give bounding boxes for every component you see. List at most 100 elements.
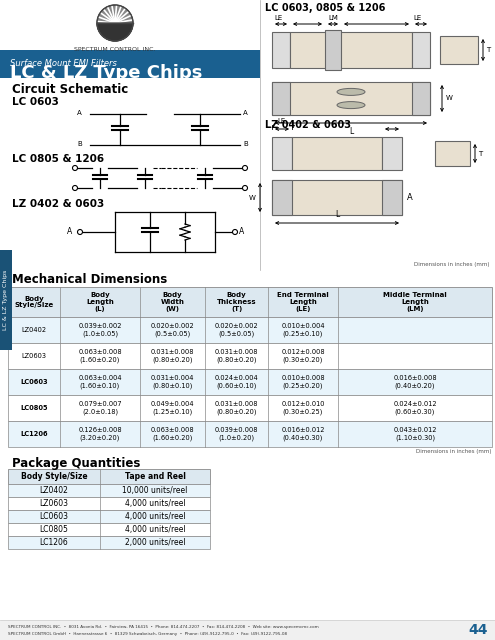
Text: 0.012±0.008
(0.30±0.20): 0.012±0.008 (0.30±0.20): [281, 349, 325, 363]
Text: 0.039±0.008
(1.0±0.20): 0.039±0.008 (1.0±0.20): [215, 428, 258, 441]
Bar: [260, 0, 495, 270]
Text: Dimensions in inches (mm): Dimensions in inches (mm): [414, 262, 490, 267]
Bar: [292, 137, 382, 170]
Text: LC0805: LC0805: [20, 405, 48, 411]
Text: LZ 0402 & 0603: LZ 0402 & 0603: [265, 120, 351, 130]
Text: Body
Thickness
(T): Body Thickness (T): [217, 292, 256, 312]
Bar: [8, 287, 492, 317]
Bar: [8, 395, 492, 421]
Text: B: B: [77, 141, 82, 147]
Text: A: A: [243, 110, 248, 116]
Bar: [272, 137, 292, 170]
Text: 4,000 units/reel: 4,000 units/reel: [125, 512, 185, 521]
Bar: [8, 421, 492, 447]
Text: Circuit Schematic: Circuit Schematic: [12, 83, 128, 96]
Text: Dimensions in inches (mm): Dimensions in inches (mm): [416, 449, 492, 454]
Circle shape: [243, 166, 248, 170]
Text: 0.049±0.004
(1.25±0.10): 0.049±0.004 (1.25±0.10): [150, 401, 195, 415]
Text: Package Quantities: Package Quantities: [12, 457, 141, 470]
Text: Tape and Reel: Tape and Reel: [125, 472, 186, 481]
Text: LE: LE: [413, 15, 421, 21]
Text: LC0603: LC0603: [20, 379, 48, 385]
Text: 4,000 units/reel: 4,000 units/reel: [125, 525, 185, 534]
Text: LM: LM: [328, 15, 338, 21]
Text: 0.016±0.012
(0.40±0.30): 0.016±0.012 (0.40±0.30): [281, 428, 325, 441]
Ellipse shape: [337, 102, 365, 109]
Text: 2,000 units/reel: 2,000 units/reel: [125, 538, 185, 547]
Text: Body
Style/Size: Body Style/Size: [14, 296, 53, 308]
Text: 0.043±0.012
(1.10±0.30): 0.043±0.012 (1.10±0.30): [393, 428, 437, 441]
Text: Body
Length
(L): Body Length (L): [86, 292, 114, 312]
Text: LZ0603: LZ0603: [21, 353, 47, 359]
Wedge shape: [97, 23, 133, 41]
Text: 0.020±0.002
(0.5±0.05): 0.020±0.002 (0.5±0.05): [215, 323, 258, 337]
Text: W: W: [249, 195, 256, 200]
Text: LC0805: LC0805: [40, 525, 68, 534]
Text: 0.020±0.002
(0.5±0.05): 0.020±0.002 (0.5±0.05): [150, 323, 195, 337]
Text: LC1206: LC1206: [20, 431, 48, 437]
Bar: [412, 82, 430, 115]
Text: B: B: [243, 141, 248, 147]
Text: LC & LZ Type Chips: LC & LZ Type Chips: [10, 64, 202, 82]
Text: W: W: [446, 95, 453, 102]
Bar: [8, 523, 210, 536]
Bar: [8, 510, 210, 523]
Text: Middle Terminal
Length
(LM): Middle Terminal Length (LM): [383, 292, 447, 312]
Text: SPECTRUM CONTROL INC.  •  8031 Avonia Rd.  •  Fairview, PA 16415  •  Phone: 814-: SPECTRUM CONTROL INC. • 8031 Avonia Rd. …: [8, 625, 319, 629]
Bar: [435, 141, 470, 166]
Text: 0.063±0.008
(1.60±0.20): 0.063±0.008 (1.60±0.20): [150, 428, 195, 441]
Text: L: L: [335, 210, 339, 219]
Bar: [0, 0, 260, 50]
Text: 10,000 units/reel: 10,000 units/reel: [122, 486, 188, 495]
Text: A: A: [407, 193, 413, 202]
Text: LC1206: LC1206: [40, 538, 68, 547]
Text: SPECTRUM CONTROL INC.: SPECTRUM CONTROL INC.: [74, 47, 156, 52]
Circle shape: [72, 186, 78, 191]
Text: 0.024±0.004
(0.60±0.10): 0.024±0.004 (0.60±0.10): [215, 375, 258, 388]
Text: 0.063±0.004
(1.60±0.10): 0.063±0.004 (1.60±0.10): [78, 375, 122, 388]
Bar: [8, 536, 210, 549]
Text: 4,000 units/reel: 4,000 units/reel: [125, 499, 185, 508]
Bar: [8, 469, 210, 484]
Bar: [412, 32, 430, 68]
Bar: [272, 82, 430, 115]
Text: T: T: [478, 151, 482, 157]
Text: 0.031±0.004
(0.80±0.10): 0.031±0.004 (0.80±0.10): [151, 375, 194, 388]
Text: A: A: [239, 227, 244, 237]
Text: A: A: [67, 227, 72, 237]
Ellipse shape: [337, 88, 365, 95]
Text: SPECTRUM CONTROL GmbH  •  Hannesstrasse 6  •  81329 Schwabeisch, Germany  •  Pho: SPECTRUM CONTROL GmbH • Hannesstrasse 6 …: [8, 632, 287, 636]
Text: LZ 0402 & 0603: LZ 0402 & 0603: [12, 199, 104, 209]
Circle shape: [97, 5, 133, 41]
Text: 44: 44: [468, 623, 488, 637]
Bar: [272, 32, 290, 68]
Text: LE: LE: [278, 118, 286, 124]
Text: LZ0402: LZ0402: [21, 327, 47, 333]
Bar: [0, 250, 12, 350]
Text: L: L: [349, 127, 353, 136]
Bar: [325, 30, 341, 70]
Bar: [8, 317, 492, 343]
Text: LC 0805 & 1206: LC 0805 & 1206: [12, 154, 104, 164]
Text: LC & LZ Type Chips: LC & LZ Type Chips: [3, 270, 8, 330]
Bar: [0, 620, 495, 640]
Text: 0.039±0.002
(1.0±0.05): 0.039±0.002 (1.0±0.05): [78, 323, 122, 337]
Text: 0.126±0.008
(3.20±0.20): 0.126±0.008 (3.20±0.20): [78, 428, 122, 441]
Circle shape: [243, 186, 248, 191]
Text: LC 0603: LC 0603: [12, 97, 59, 107]
Text: 0.012±0.010
(0.30±0.25): 0.012±0.010 (0.30±0.25): [281, 401, 325, 415]
Bar: [272, 180, 402, 215]
Circle shape: [72, 166, 78, 170]
Bar: [382, 180, 402, 215]
Text: 0.063±0.008
(1.60±0.20): 0.063±0.008 (1.60±0.20): [78, 349, 122, 363]
Bar: [290, 32, 412, 68]
Text: 0.031±0.008
(0.80±0.20): 0.031±0.008 (0.80±0.20): [215, 349, 258, 363]
Text: LC 0603, 0805 & 1206: LC 0603, 0805 & 1206: [265, 3, 386, 13]
Text: Surface Mount EMI Filters: Surface Mount EMI Filters: [10, 58, 117, 67]
Circle shape: [233, 230, 238, 234]
Text: 0.016±0.008
(0.40±0.20): 0.016±0.008 (0.40±0.20): [393, 375, 437, 388]
Bar: [440, 36, 478, 64]
Text: LZ0402: LZ0402: [40, 486, 68, 495]
Text: LC0603: LC0603: [40, 512, 68, 521]
Text: Body
Width
(W): Body Width (W): [160, 292, 185, 312]
